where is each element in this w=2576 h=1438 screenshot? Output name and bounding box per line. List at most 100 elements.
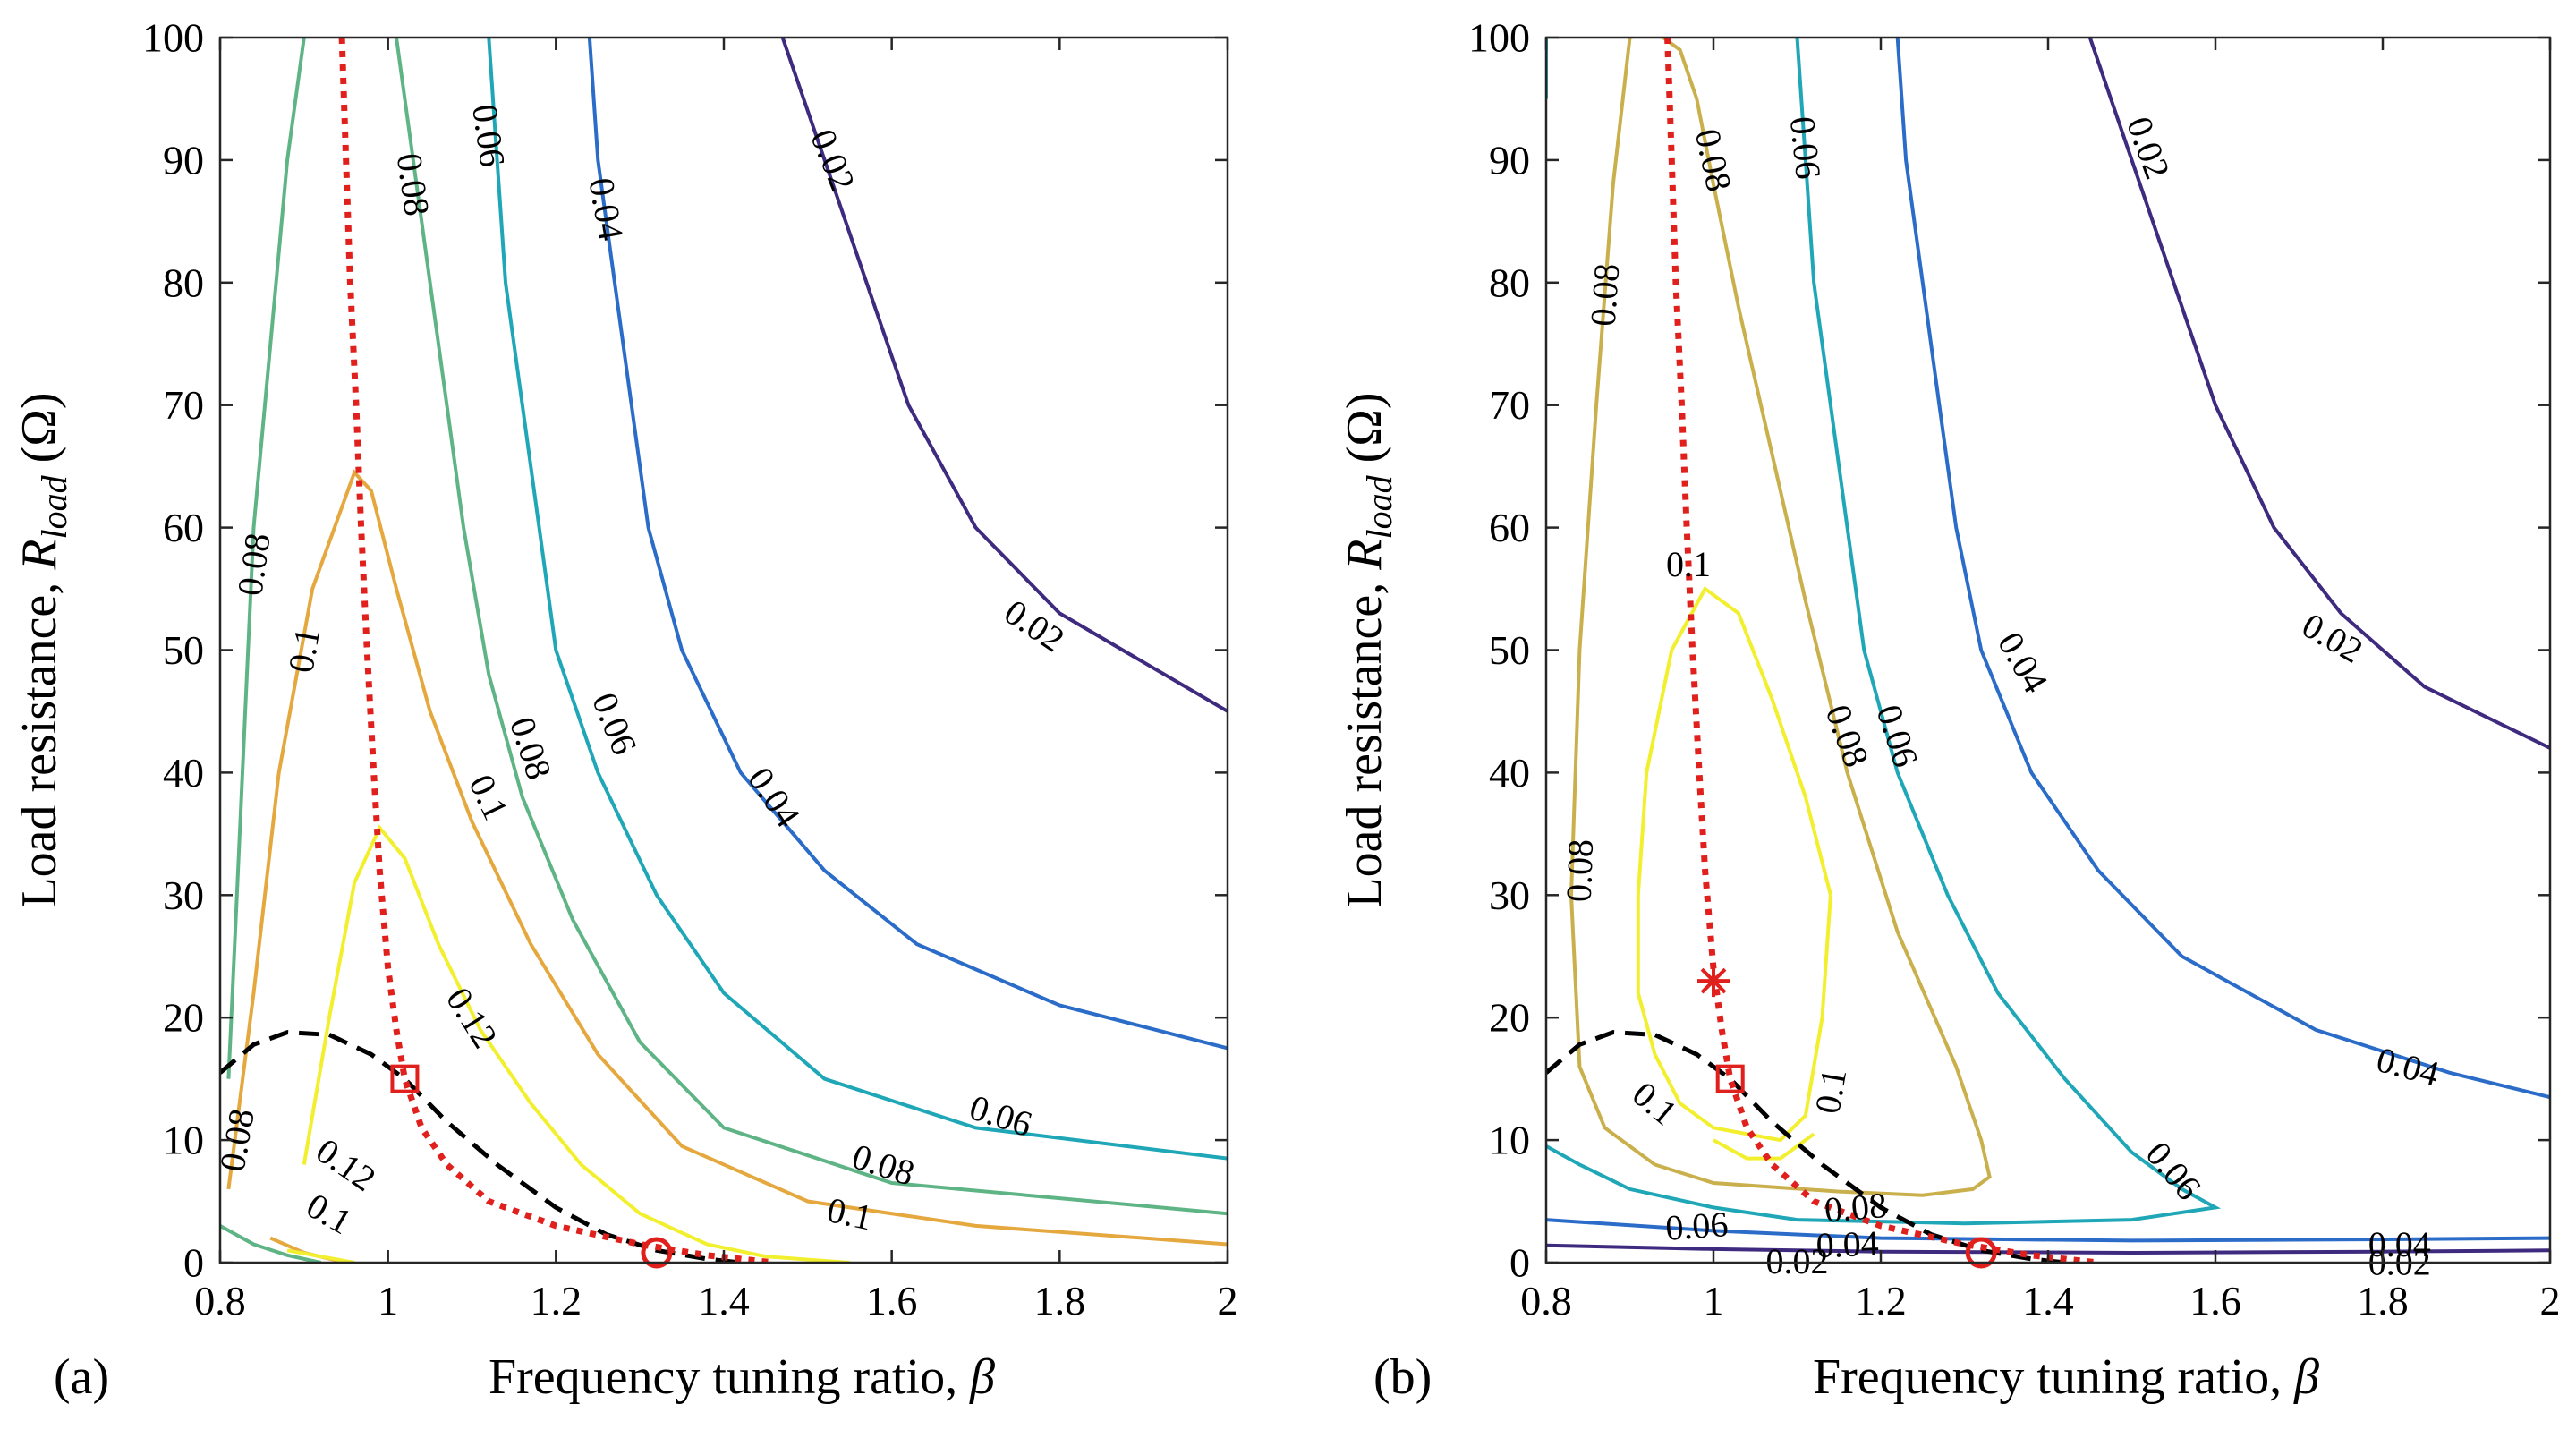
chart0-contour-0.08-5 [220,1224,322,1263]
chart0-contour-label-3: 0.04 [740,760,808,834]
chart0-contour-label-0: 0.02 [803,123,863,197]
chart1-xtick-label: 1 [1704,1278,1724,1323]
chart0-ylabel: Load resistance, Rload (Ω) [12,392,74,907]
chart0-ytick-label: 100 [142,15,204,61]
chart0-ylabel-symbol: R [12,539,67,570]
chart0-contour-0.08-3 [226,38,306,1079]
chart1-ytick-label: 80 [1489,260,1530,305]
chart0-contour-label-15: 0.1 [300,1185,359,1242]
chart1-ytick-label: 20 [1489,995,1530,1041]
chart1-optimal-curve [1664,38,2099,1263]
chart1-ylabel-unit: (Ω) [1337,392,1392,475]
chart1-ytick-label: 60 [1489,505,1530,550]
chart0-axes-frame [218,36,1229,1264]
chart1-ytick-label: 70 [1489,382,1530,428]
chart0-dashed-curve [220,1030,742,1263]
chart0-ytick-label: 70 [163,382,204,428]
chart0-contour-0.08-4 [395,38,1228,1216]
chart0-contour-label-10: 0.08 [229,531,277,599]
chart1-contour-label-2: 0.04 [1990,625,2056,700]
chart0-xtick-label: 1.2 [531,1278,582,1323]
chart1-contour-label-8: 0.08 [1688,125,1740,195]
chart1-ytick-label: 100 [1468,15,1530,61]
chart1-contour-label-12: 0.08 [1823,1185,1889,1230]
chart1-ylabel: Load resistance, Rload (Ω) [1337,392,1399,907]
chart0-optimal-curve [338,38,775,1263]
chart1-contour-0.08-6 [1569,38,1992,1197]
chart1-contour-0.02-0 [2087,38,2550,750]
chart0-ytick-label: 10 [163,1118,204,1163]
chart1-asterisk-marker [1697,965,1730,998]
chart1-contour-0.1-8 [1713,1132,1815,1161]
chart1-contour-label-17: 0.02 [1766,1241,1829,1281]
chart1-xtick-label: 1.2 [1855,1278,1907,1323]
chart1-xtick-label: 1.6 [2189,1278,2241,1323]
chart0-ytick-label: 40 [163,750,204,796]
chart0-contours [220,38,1228,1263]
chart1-contour-label-1: 0.02 [2295,605,2369,671]
chart0-contour-label-4: 0.06 [464,102,513,170]
chart1-contour-label-16: 0.04 [1815,1223,1880,1265]
chart1-contour-label-15: 0.1 [1625,1074,1685,1134]
chart1-contour-label-10: 0.08 [1817,700,1876,772]
chart0-xlabel-symbol: β [969,1349,995,1405]
chart1-xtick-label: 2 [2540,1278,2561,1323]
chart0-contour-0.1-6 [226,469,1228,1247]
chart0-contour-0.04-1 [587,38,1228,1051]
chart1-contour-label-13: 0.1 [1666,544,1711,584]
chart1-contour-label-11: 0.08 [1559,838,1601,903]
chart1-ytick-label: 90 [1489,137,1530,183]
chart1-contour-label-5: 0.06 [1868,700,1926,771]
chart0-contour-label-12: 0.1 [280,625,327,676]
chart1-ytick-label: 50 [1489,627,1530,673]
chart1-contour-label-14: 0.1 [1807,1066,1854,1117]
chart0-contour-label-5: 0.06 [584,687,645,761]
chart1-ylabel-symbol: R [1337,539,1392,570]
chart0-panel: 0.02 0.02 0.04 0.04 0.06 0.06 0.06 0.08 0.08 0.08… [12,15,1238,1406]
chart1-ylabel-text: Load resistance, [1337,570,1392,908]
chart0-contour-label-8: 0.08 [502,712,559,784]
chart0-ytick-label: 60 [163,505,204,550]
chart0-xtick-label: 1 [378,1278,398,1323]
chart0-ytick-label: 0 [183,1240,204,1286]
chart0-ytick-label: 50 [163,627,204,673]
chart0-xtick-label: 0.8 [194,1278,246,1323]
chart0-xlabel: Frequency tuning ratio, β [489,1349,995,1405]
chart1-contour-0.04-3 [1546,1218,2550,1243]
chart1-square-marker [1715,1064,1745,1093]
chart0-xtick-label: 1.6 [866,1278,918,1323]
chart1-dashed-curve [1546,1030,2065,1263]
chart1-xtick-label: 0.8 [1520,1278,1572,1323]
chart0-contour-label-16: 0.12 [438,981,506,1055]
chart1-contour-0.04-2 [1895,38,2550,1100]
chart1-contour-label-7: 0.06 [1664,1204,1730,1248]
chart0-contour-label-2: 0.04 [581,174,631,243]
chart1-circle-marker [1965,1237,1997,1269]
chart1-xtick-label: 1.8 [2357,1278,2409,1323]
chart1-contour-0.02-1 [1546,1243,2550,1255]
chart0-ylabel-unit: (Ω) [12,392,67,475]
chart1-contour-0.1-7 [1636,586,1832,1143]
chart1-ytick-label: 30 [1489,872,1530,918]
chart1-ytick-label: 0 [1509,1240,1530,1286]
chart1-xlabel-symbol: β [2293,1349,2319,1405]
chart0-contour-label-1: 0.02 [998,591,1072,659]
chart1-ylabel-subscript: load [1359,474,1399,539]
chart0-ytick-label: 30 [163,872,204,918]
chart0-contour-label-7: 0.08 [389,150,438,218]
chart0-ylabel-text: Load resistance, [12,570,67,908]
chart1-xlabel: Frequency tuning ratio, β [1813,1349,2319,1405]
chart1-contour-label-3: 0.04 [2372,1039,2443,1094]
chart0-contour-0.06-2 [487,38,1228,1161]
chart0-contour-0.12-9 [286,1248,355,1263]
chart0-circle-marker [641,1237,673,1269]
chart0-ytick-label: 80 [163,260,204,305]
chart1-contour-label-4: 0.06 [1782,115,1829,181]
chart1-contour-0.06-5 [1546,38,2222,1226]
chart1-contour-label-0: 0.02 [2119,112,2178,184]
chart1-contour-label-18: 0.04 [2368,1224,2431,1264]
chart0-contour-label-9: 0.08 [847,1136,919,1193]
chart1-ytick-label: 10 [1489,1118,1530,1163]
chart0-ylabel-subscript: load [34,474,74,539]
